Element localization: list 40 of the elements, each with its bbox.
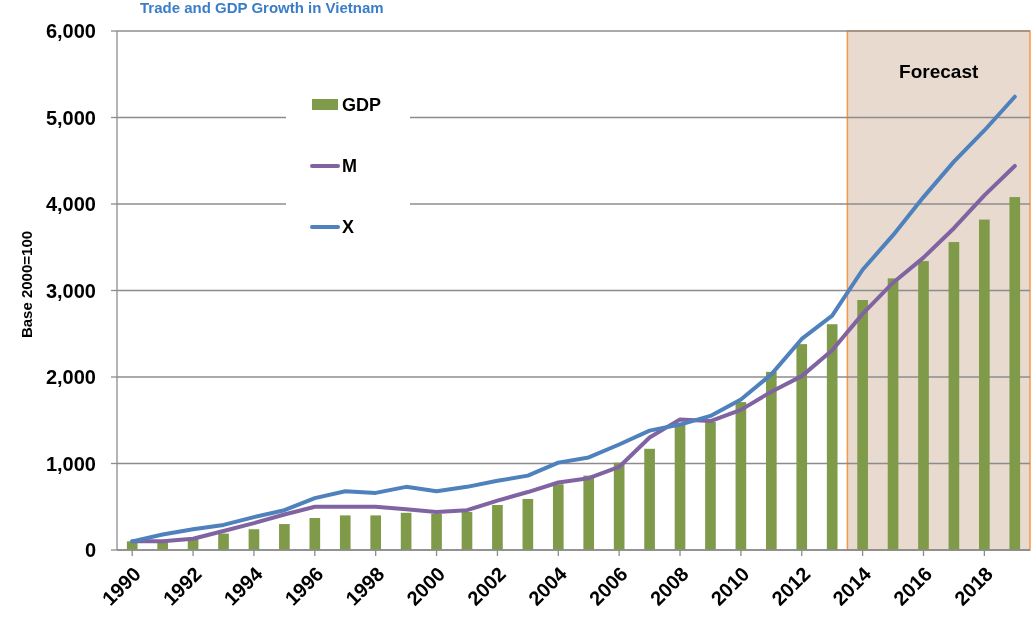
bar: [796, 344, 808, 550]
bar: [309, 518, 321, 550]
y-tick-label: 3,000: [45, 279, 96, 302]
y-axis-title: Base 2000=100: [18, 230, 35, 339]
band-label: Forecast: [899, 61, 979, 82]
bar: [431, 513, 442, 550]
bar: [1009, 197, 1021, 550]
bar: [218, 533, 229, 550]
y-tick-label: 1,000: [45, 452, 96, 475]
y-tick-label: 2,000: [45, 366, 96, 389]
line-series: [130, 94, 1017, 544]
chart-title: Trade and GDP Growth in Vietnam: [140, 0, 384, 16]
legend-label: M: [342, 156, 357, 177]
bar: [461, 511, 473, 550]
y-tick-label: 4,000: [45, 193, 96, 216]
bar: [857, 300, 868, 550]
bar: [339, 515, 351, 550]
bar: [522, 498, 534, 550]
bar: [765, 371, 777, 550]
bar: [887, 278, 899, 550]
bar: [826, 324, 838, 550]
bar: [918, 261, 929, 550]
bar: [979, 219, 990, 550]
bar: [674, 423, 686, 550]
bar: [492, 505, 503, 550]
bar: [948, 242, 960, 550]
y-tick-label: 6,000: [45, 20, 96, 43]
bar: [644, 448, 655, 550]
y-tick-label: 5,000: [45, 106, 96, 129]
bar: [279, 524, 290, 550]
bar: [400, 512, 412, 550]
bar: [370, 515, 382, 550]
bar: [248, 529, 260, 550]
bar: [705, 421, 716, 550]
legend-label: GDP: [342, 95, 382, 116]
bar: [735, 402, 747, 550]
bar: [552, 484, 564, 550]
bar: [583, 475, 595, 550]
y-tick-label: 0: [84, 539, 96, 562]
legend-label: X: [342, 217, 355, 238]
